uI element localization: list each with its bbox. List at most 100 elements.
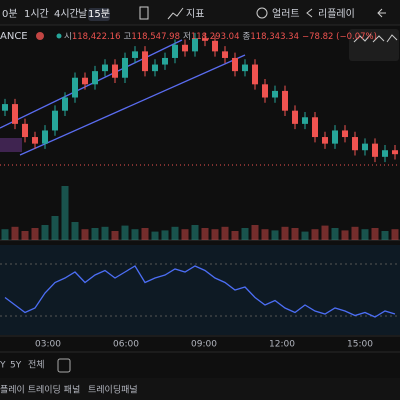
candle-body — [322, 137, 328, 144]
volume-bar — [331, 228, 339, 240]
candle-body — [12, 104, 18, 124]
candle-body — [262, 84, 268, 98]
volume-bar — [381, 231, 389, 240]
channel-line — [19, 54, 246, 156]
volume-bar — [261, 229, 269, 240]
candle-body — [92, 71, 98, 85]
volume-bar — [391, 229, 399, 240]
status-dot — [36, 32, 44, 40]
panel-tab[interactable]: 트레이딩패널 — [88, 385, 138, 396]
interval-button[interactable]: 4시간 — [54, 8, 79, 20]
candle-body — [152, 64, 158, 72]
volume-bar — [201, 228, 209, 240]
symbol: ANCE — [0, 31, 28, 42]
candle-body — [162, 57, 168, 65]
candle-body — [102, 64, 108, 72]
chart-type-icon[interactable] — [139, 6, 149, 20]
candle-body — [172, 44, 178, 58]
volume-bar — [91, 228, 99, 240]
volume-bar — [101, 226, 109, 240]
candle-body — [222, 51, 228, 58]
candle-body — [282, 90, 288, 111]
indicators-button[interactable]: 지표 — [186, 8, 204, 20]
active-interval-bg — [88, 8, 110, 21]
volume-bar — [71, 222, 79, 240]
candle-body — [312, 117, 318, 138]
calendar-icon[interactable] — [57, 358, 71, 373]
interval-button[interactable]: 15분 — [88, 8, 110, 20]
tab-bar — [0, 378, 400, 400]
volume-bar — [161, 230, 169, 240]
volume-bar — [271, 230, 279, 240]
candle-body — [202, 38, 208, 41]
interval-button[interactable]: 0분 — [2, 8, 18, 20]
drawing-icons — [353, 33, 398, 43]
candle-body — [192, 38, 198, 52]
candle-body — [82, 77, 88, 85]
candle-body — [112, 64, 118, 78]
panel-tab[interactable]: 플레이 트레이딩 패널 — [0, 385, 80, 396]
volume-bar — [11, 226, 19, 240]
volume-bar — [111, 231, 119, 240]
x-tick-label: 03:00 — [35, 340, 61, 350]
candle-body — [392, 150, 398, 155]
highlight-box — [0, 138, 22, 152]
candle-body — [352, 137, 358, 151]
volume-bar — [291, 228, 299, 240]
range-button[interactable]: 5Y — [10, 361, 22, 371]
volume-bar — [31, 228, 39, 240]
volume-bar — [321, 225, 329, 240]
candle-body — [62, 97, 68, 111]
volume-bar — [141, 228, 149, 240]
legend-open: 118,422.16 — [72, 32, 121, 42]
legend-high-label: 고 — [124, 32, 132, 42]
live-dot — [56, 33, 62, 39]
interval-button[interactable]: 날 — [78, 8, 87, 20]
candle-body — [32, 137, 38, 144]
volume-bar — [171, 226, 179, 240]
back-icon[interactable] — [377, 8, 386, 18]
volume-bar — [251, 225, 259, 240]
x-tick-label: 06:00 — [113, 340, 139, 350]
alert-button[interactable]: 얼러트 — [272, 8, 300, 20]
legend-close-label: 종 — [243, 32, 251, 42]
replay-icon[interactable] — [306, 8, 313, 18]
range-button[interactable]: 전체 — [28, 360, 45, 371]
volume-bar — [121, 225, 129, 240]
replay-button[interactable]: 리플레이 — [318, 8, 355, 20]
candle-body — [252, 64, 258, 85]
channel-line — [0, 39, 183, 129]
volume-bar — [181, 229, 189, 240]
candle-body — [72, 77, 78, 98]
candle-body — [142, 51, 148, 72]
range-button[interactable]: Y — [0, 361, 6, 371]
candle-body — [272, 90, 278, 98]
legend-low-label: 저 — [183, 32, 191, 42]
alert-icon[interactable] — [256, 7, 268, 19]
volume-bar — [41, 225, 49, 240]
rsi-line — [4, 265, 396, 318]
legend-close: 118,343.34 — [250, 32, 299, 42]
candle-body — [302, 117, 308, 124]
candle-body — [22, 123, 28, 138]
x-tick-label: 12:00 — [269, 340, 295, 350]
volume-bar — [51, 216, 59, 240]
candle-body — [372, 143, 378, 157]
volume-bar — [131, 229, 139, 240]
candle-body — [42, 130, 48, 144]
volume-bar — [301, 231, 309, 240]
interval-button[interactable]: 1시간 — [24, 8, 49, 20]
volume-bar — [341, 230, 349, 240]
x-tick-label: 09:00 — [191, 340, 217, 350]
candle-body — [182, 44, 188, 52]
volume-bar — [191, 225, 199, 240]
indicator-icon[interactable] — [167, 7, 184, 20]
volume-bar — [221, 226, 229, 240]
volume-bar — [61, 186, 69, 240]
candle-body — [132, 51, 138, 58]
volume-bar — [81, 229, 89, 240]
legend-change: −78.82 (−0.07%) — [302, 32, 377, 42]
candle-body — [52, 110, 58, 131]
x-tick-label: 15:00 — [347, 340, 373, 350]
toolbar — [0, 0, 400, 25]
